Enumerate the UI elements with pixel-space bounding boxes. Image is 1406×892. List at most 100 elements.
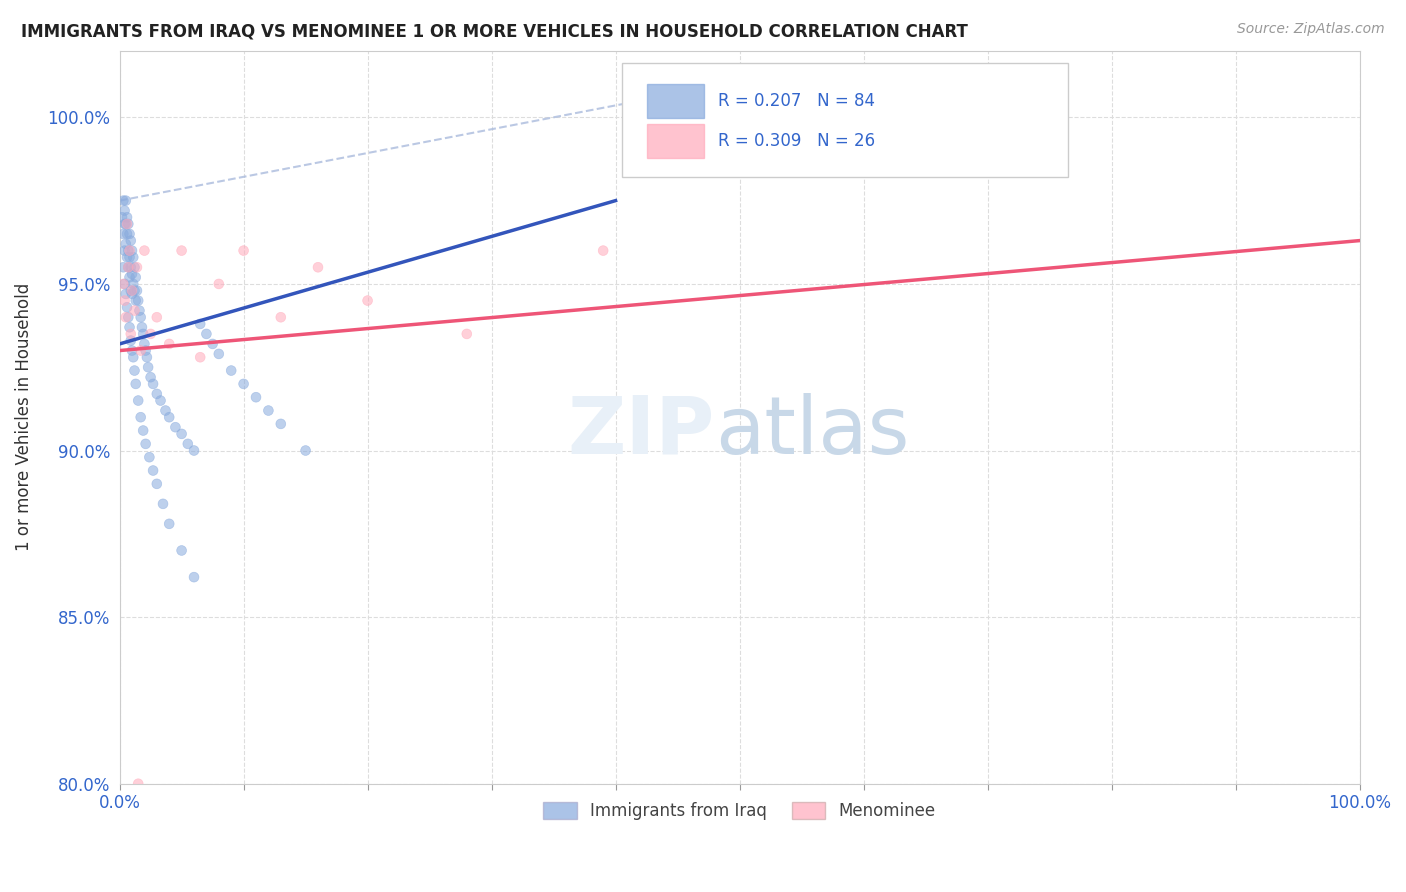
Point: [121, 284, 143, 298]
Point: [117, 310, 139, 325]
Point: [117, 244, 139, 258]
Point: [125, 260, 148, 275]
Point: [132, 424, 155, 438]
Point: [124, 260, 146, 275]
Text: Source: ZipAtlas.com: Source: ZipAtlas.com: [1237, 22, 1385, 37]
Point: [356, 293, 378, 308]
Point: [129, 310, 152, 325]
Point: [188, 350, 211, 364]
Y-axis label: 1 or more Vehicles in Household: 1 or more Vehicles in Household: [15, 283, 32, 551]
Point: [125, 284, 148, 298]
Point: [183, 570, 205, 584]
Text: IMMIGRANTS FROM IRAQ VS MENOMINEE 1 OR MORE VEHICLES IN HOUSEHOLD CORRELATION CH: IMMIGRANTS FROM IRAQ VS MENOMINEE 1 OR M…: [21, 22, 967, 40]
Point: [270, 310, 292, 325]
Point: [127, 393, 149, 408]
Point: [114, 287, 136, 301]
Point: [114, 194, 136, 208]
Point: [118, 250, 141, 264]
FancyBboxPatch shape: [647, 85, 703, 118]
Point: [120, 234, 142, 248]
Point: [170, 244, 193, 258]
Point: [120, 326, 142, 341]
Point: [157, 516, 180, 531]
Point: [125, 293, 148, 308]
Point: [138, 450, 160, 465]
Point: [136, 360, 159, 375]
Point: [177, 437, 200, 451]
Point: [114, 217, 136, 231]
Point: [146, 476, 169, 491]
Point: [125, 376, 148, 391]
Point: [112, 194, 135, 208]
Point: [120, 334, 142, 348]
Point: [121, 343, 143, 358]
Point: [120, 284, 142, 298]
FancyBboxPatch shape: [621, 63, 1069, 177]
Point: [114, 277, 136, 291]
Point: [157, 337, 180, 351]
Point: [115, 250, 138, 264]
Point: [115, 211, 138, 225]
Point: [112, 260, 135, 275]
Point: [152, 497, 174, 511]
Point: [257, 403, 280, 417]
Point: [219, 363, 242, 377]
Point: [134, 337, 156, 351]
Point: [132, 326, 155, 341]
Point: [120, 260, 142, 275]
Point: [121, 244, 143, 258]
Point: [232, 244, 254, 258]
Point: [456, 326, 478, 341]
Point: [149, 393, 172, 408]
Point: [118, 227, 141, 241]
Point: [139, 326, 162, 341]
Point: [201, 337, 224, 351]
Point: [122, 350, 145, 364]
Point: [114, 244, 136, 258]
Point: [294, 443, 316, 458]
Point: [157, 410, 180, 425]
Point: [155, 403, 177, 417]
Point: [114, 203, 136, 218]
Point: [128, 303, 150, 318]
Point: [112, 227, 135, 241]
Point: [125, 270, 148, 285]
Point: [118, 244, 141, 258]
Point: [592, 244, 614, 258]
Point: [146, 387, 169, 401]
Point: [134, 244, 156, 258]
Point: [270, 417, 292, 431]
Point: [115, 227, 138, 241]
Text: atlas: atlas: [714, 392, 910, 471]
Point: [245, 390, 267, 404]
Point: [117, 260, 139, 275]
Text: ZIP: ZIP: [568, 392, 714, 471]
Point: [122, 250, 145, 264]
Point: [124, 363, 146, 377]
Point: [122, 277, 145, 291]
Point: [183, 443, 205, 458]
Point: [118, 320, 141, 334]
Point: [790, 161, 813, 175]
Point: [131, 320, 153, 334]
Point: [117, 260, 139, 275]
Point: [121, 287, 143, 301]
FancyBboxPatch shape: [647, 124, 703, 158]
Point: [135, 350, 157, 364]
Point: [146, 310, 169, 325]
Point: [127, 777, 149, 791]
Point: [208, 347, 231, 361]
Point: [170, 543, 193, 558]
Point: [135, 343, 157, 358]
Point: [877, 111, 900, 125]
Point: [114, 236, 136, 251]
Point: [139, 370, 162, 384]
Point: [307, 260, 329, 275]
Point: [135, 437, 157, 451]
Point: [117, 217, 139, 231]
Point: [127, 293, 149, 308]
Point: [112, 277, 135, 291]
Point: [142, 376, 165, 391]
Point: [121, 267, 143, 281]
Point: [124, 303, 146, 318]
